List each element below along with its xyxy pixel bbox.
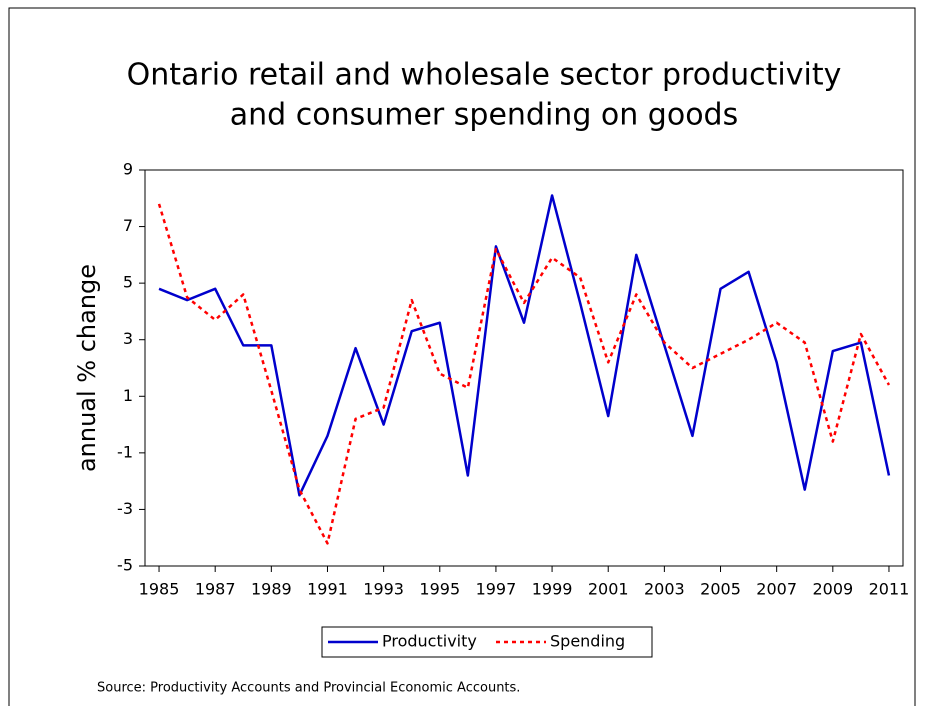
x-tick-label: 2001	[588, 580, 629, 599]
y-axis-label: annual % change	[73, 264, 101, 472]
x-tick-label: 2011	[869, 580, 910, 599]
x-tick-label: 1987	[195, 580, 236, 599]
y-tick-label: 5	[123, 273, 133, 292]
y-tick-label: 9	[123, 160, 133, 179]
y-tick-label: 1	[123, 386, 133, 405]
plot-area	[144, 169, 904, 567]
legend-label: Productivity	[382, 632, 477, 651]
x-tick-label: 1989	[251, 580, 292, 599]
x-tick-label: 2009	[812, 580, 853, 599]
y-tick-label: 7	[123, 216, 133, 235]
x-tick-label: 2007	[756, 580, 797, 599]
source: Source: Productivity Accounts and Provin…	[97, 681, 520, 696]
y-tick-label: 3	[123, 329, 133, 348]
y-tick-label: -1	[117, 442, 133, 461]
legend-label: Spending	[550, 632, 625, 651]
x-tick-label: 2005	[700, 580, 741, 599]
chart-title: and consumer spending on goods	[230, 98, 738, 133]
x-tick-label: 1995	[419, 580, 460, 599]
series-line	[158, 194, 891, 497]
y-tick-label: -5	[117, 556, 133, 575]
x-tick-label: 2003	[644, 580, 685, 599]
y-tick-label: -3	[117, 499, 133, 518]
x-tick-label: 1991	[307, 580, 348, 599]
series-line	[157, 203, 891, 545]
x-tick-label: 1985	[139, 580, 180, 599]
x-tick-label: 1999	[532, 580, 573, 599]
x-tick-label: 1993	[363, 580, 404, 599]
x-tick-label: 1997	[476, 580, 517, 599]
chart-title: Ontario retail and wholesale sector prod…	[127, 58, 842, 93]
